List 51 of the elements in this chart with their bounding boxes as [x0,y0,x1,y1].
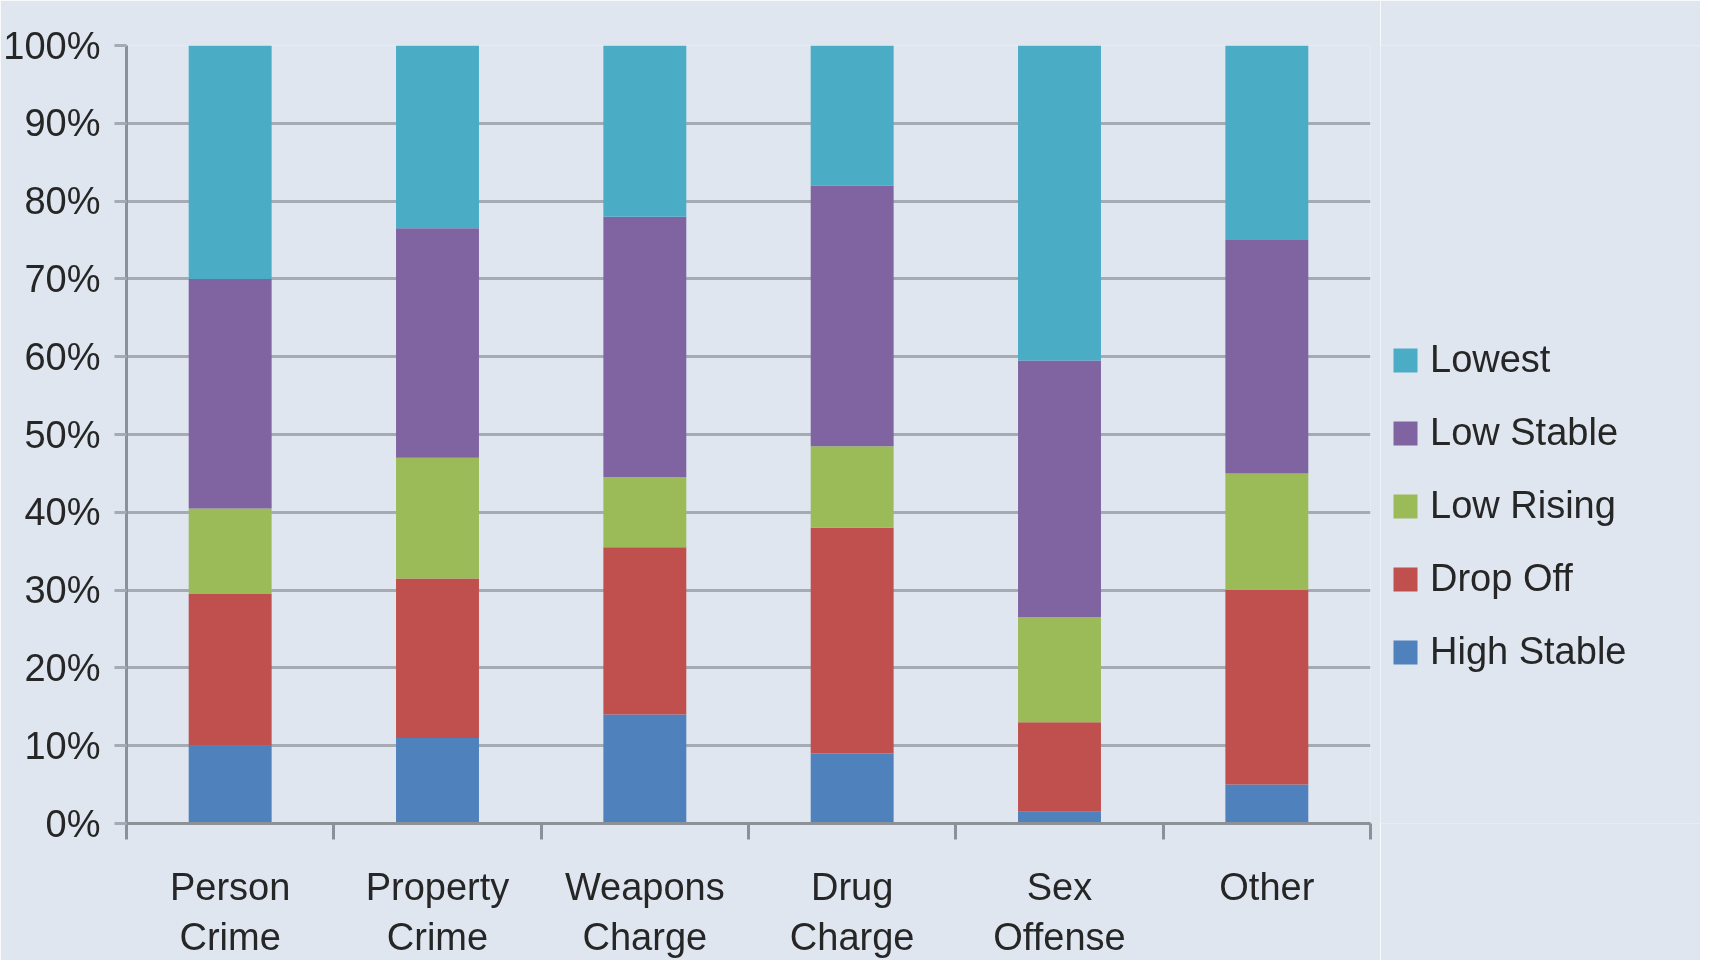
bar [188,278,272,509]
x-tick-label: Weapons Charge [564,865,725,958]
bar [1018,722,1101,812]
y-tick-label: 80% [24,180,101,223]
y-tick-label: 30% [24,569,101,612]
bar [810,753,894,824]
y-tick-label: 50% [24,413,101,456]
x-tick-label: Property Crime [365,865,510,958]
y-tick-label: 0% [45,802,101,845]
bar [188,745,272,824]
y-tick-label: 100% [3,24,101,67]
bar [396,228,479,458]
bar [1225,473,1309,591]
bar [603,45,687,217]
bar [810,45,894,186]
bar [396,578,479,738]
legend-label: Drop Off [1430,557,1573,600]
y-tick-label: 60% [24,335,101,378]
bar [1018,617,1101,723]
x-tick-label: Other [1219,865,1315,908]
y-tick-label: 10% [24,724,101,767]
bar [188,508,272,594]
x-tick-label: Drug Charge [789,865,915,958]
bar [603,714,687,824]
bar [603,547,687,715]
legend-label: High Stable [1430,630,1627,673]
bar [810,446,894,528]
bar [1225,784,1309,824]
bar [603,477,687,548]
bar [810,527,894,754]
bar [1225,45,1309,240]
bar [396,457,479,579]
bar [188,45,272,279]
x-tick-label: Person Crime [169,865,291,958]
y-tick-label: 20% [24,646,101,689]
bar [1018,45,1101,361]
legend-label: Low Rising [1430,484,1616,527]
y-tick-label: 90% [24,102,101,145]
legend-label: Lowest [1430,338,1551,381]
bar [1018,360,1101,618]
bar [1225,240,1309,474]
bar [810,185,894,447]
x-tick-label: Sex Offense [993,865,1126,958]
y-tick-label: 70% [24,257,101,300]
y-tick-label: 40% [24,491,101,534]
bar [396,737,479,824]
bar [188,593,272,746]
legend-label: Low Stable [1430,411,1619,454]
bar [603,216,687,478]
bar [396,45,479,229]
bar [1225,590,1309,785]
